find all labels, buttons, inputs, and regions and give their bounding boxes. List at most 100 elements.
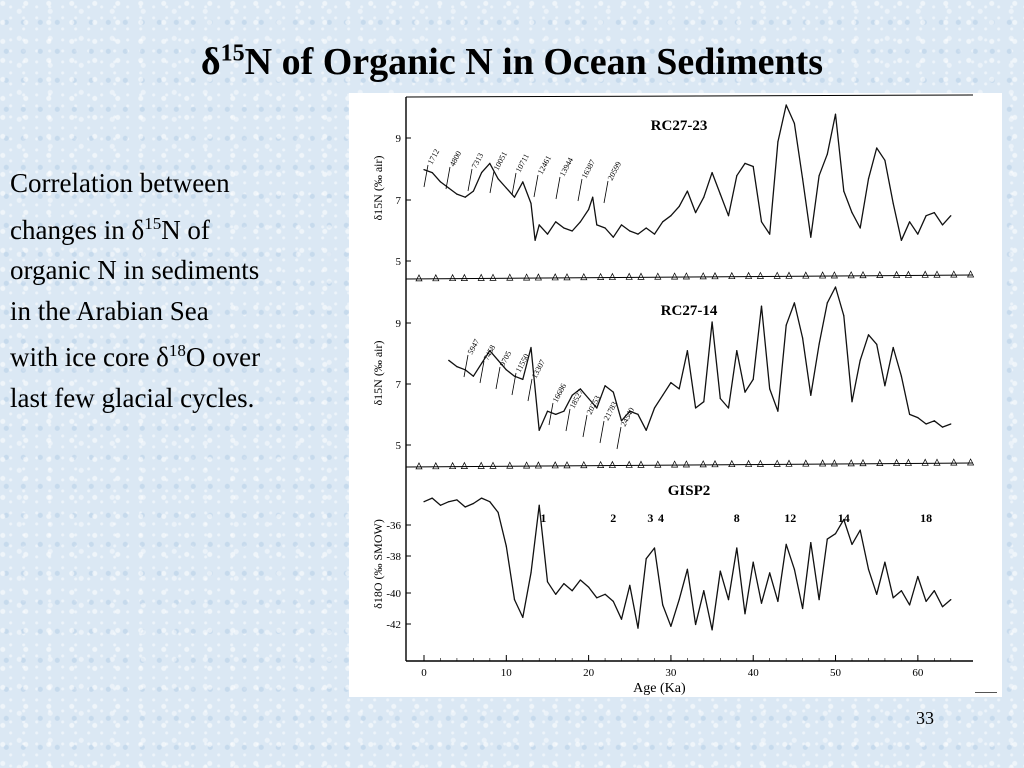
data-point: [481, 172, 483, 174]
data-point: [884, 561, 886, 563]
data-point: [909, 604, 911, 606]
data-point: [711, 172, 713, 174]
data-point: [727, 599, 730, 601]
x-tick-label: 0: [421, 667, 427, 679]
dating-triangle-marker: [847, 271, 855, 279]
dating-triangle-marker: [477, 273, 485, 281]
data-point: [785, 104, 787, 106]
date-leader-line: [603, 180, 609, 204]
y-axis-label: δ15N (‰ air): [371, 156, 385, 221]
dating-triangle-marker: [625, 460, 633, 468]
y-axis-label: δ18O (‰ SMOW): [371, 519, 385, 609]
data-point: [653, 407, 656, 409]
dating-triangle-marker: [597, 460, 605, 468]
data-point: [456, 193, 458, 195]
corner-mark: [975, 692, 997, 697]
data-point: [695, 407, 697, 409]
date-label: 13944: [558, 156, 575, 178]
dating-triangle-marker: [563, 461, 571, 469]
data-point: [950, 215, 952, 217]
data-point: [818, 343, 820, 345]
body-line-2-sup: 15: [144, 213, 162, 233]
dating-triangle-marker: [625, 272, 633, 280]
data-point: [810, 394, 812, 396]
data-point: [802, 178, 804, 180]
body-line-2-a: changes in δ: [10, 214, 145, 245]
data-point: [843, 190, 845, 192]
x-tick-label: 10: [501, 667, 513, 679]
date-leader-line: [533, 174, 539, 198]
dating-triangle-marker: [773, 271, 781, 279]
data-point: [867, 568, 870, 570]
data-point: [670, 215, 672, 217]
data-point: [867, 178, 870, 180]
date-label: 10051: [492, 150, 509, 172]
data-point: [653, 233, 656, 235]
data-point: [752, 165, 754, 168]
data-point: [826, 538, 828, 540]
data-point: [900, 590, 903, 592]
data-point: [448, 359, 450, 361]
data-point: [793, 122, 795, 124]
data-point: [859, 529, 861, 531]
data-point: [513, 196, 516, 198]
data-point: [448, 187, 450, 189]
data-point: [785, 324, 787, 326]
data-point: [670, 382, 672, 384]
dating-triangle-marker: [563, 273, 571, 281]
data-point: [793, 302, 795, 304]
panel-title: GISP2: [668, 483, 711, 499]
data-point: [505, 187, 507, 189]
dating-triangle-marker: [728, 271, 736, 280]
data-point: [818, 599, 820, 601]
date-label: 12461: [536, 154, 553, 176]
dating-triangle-marker: [608, 460, 616, 468]
data-point: [620, 618, 623, 620]
date-label: 11550: [514, 352, 531, 374]
dating-triangle-marker: [893, 270, 901, 278]
data-point: [563, 583, 565, 585]
data-point: [826, 153, 828, 155]
y-tick-label: -40: [386, 588, 401, 600]
date-label: 24540: [619, 406, 636, 428]
data-point: [744, 613, 746, 615]
date-leader-line: [555, 176, 561, 200]
dating-triangle-marker: [785, 459, 793, 467]
date-label: 18527: [568, 388, 585, 410]
data-point: [678, 599, 680, 601]
data-point: [629, 584, 631, 586]
data-point: [711, 629, 713, 631]
data-point: [472, 190, 474, 192]
dating-triangle-marker: [785, 271, 793, 279]
dating-triangle-marker: [699, 272, 707, 280]
dating-triangle-marker: [682, 272, 690, 280]
date-label: 20599: [606, 160, 623, 182]
dating-triangle-marker: [967, 270, 975, 278]
data-point: [620, 224, 623, 226]
data-point: [472, 375, 474, 377]
dating-triangle-marker: [432, 462, 440, 470]
data-point: [900, 239, 903, 241]
data-point: [719, 397, 721, 400]
data-point: [876, 343, 878, 345]
dating-triangle-marker: [460, 461, 468, 469]
data-point: [917, 233, 919, 235]
dating-triangle-marker: [477, 461, 485, 469]
data-point: [620, 420, 623, 422]
event-number-label: 1: [540, 511, 546, 525]
data-point: [851, 212, 853, 214]
data-point: [645, 558, 647, 560]
data-point: [769, 572, 771, 574]
data-point: [752, 561, 754, 563]
data-point: [563, 410, 565, 412]
dating-triangle-marker: [671, 272, 679, 280]
data-point: [538, 429, 540, 431]
data-point: [760, 602, 763, 604]
dating-triangle-marker: [904, 270, 912, 278]
body-line-5-sup: 18: [168, 341, 186, 360]
body-line-5-a: with ice core δ: [10, 342, 169, 372]
dating-triangle-marker: [449, 273, 457, 282]
data-point: [604, 593, 606, 595]
dating-triangle-marker: [950, 458, 958, 466]
data-point: [546, 233, 549, 235]
